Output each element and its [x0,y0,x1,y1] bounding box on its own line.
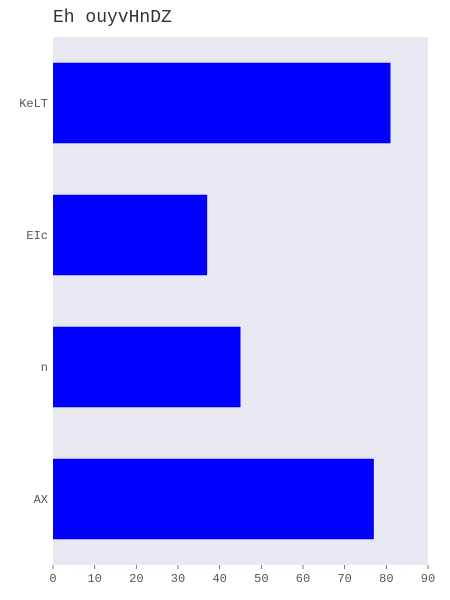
bar-ax [53,458,374,540]
y-tick-label: KeLT [19,97,48,111]
y-tick-label: EIc [26,229,48,243]
chart-title: Eh ouyvHnDZ [53,8,172,28]
bar-kelt [53,62,391,144]
x-tick-label: 50 [254,572,268,586]
x-tick-label: 70 [337,572,351,586]
x-tick-label: 30 [171,572,185,586]
y-axis: KeLT EIc n AX [19,97,48,507]
x-axis: 0 10 20 30 40 50 60 70 80 90 [49,565,435,586]
y-tick-label: AX [34,493,48,507]
x-tick-label: 80 [379,572,393,586]
bar-eic [53,194,208,276]
x-tick-label: 90 [421,572,435,586]
x-tick-label: 20 [129,572,143,586]
x-tick-label: 0 [49,572,56,586]
x-tick-label: 10 [87,572,101,586]
bar-n [53,326,241,408]
bar-group [53,62,391,540]
x-tick-label: 60 [296,572,310,586]
y-tick-label: n [41,361,48,375]
x-tick-label: 40 [212,572,226,586]
